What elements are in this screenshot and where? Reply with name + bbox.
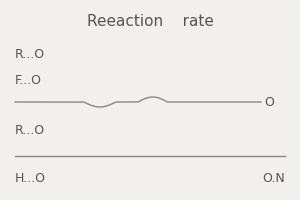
Text: O.N: O.N (262, 171, 285, 184)
Text: F...O: F...O (15, 73, 42, 86)
Text: H...O: H...O (15, 171, 46, 184)
Text: R...O: R...O (15, 47, 45, 60)
Text: R...O: R...O (15, 123, 45, 136)
Text: Reeaction    rate: Reeaction rate (87, 14, 213, 29)
Text: O: O (264, 96, 274, 108)
